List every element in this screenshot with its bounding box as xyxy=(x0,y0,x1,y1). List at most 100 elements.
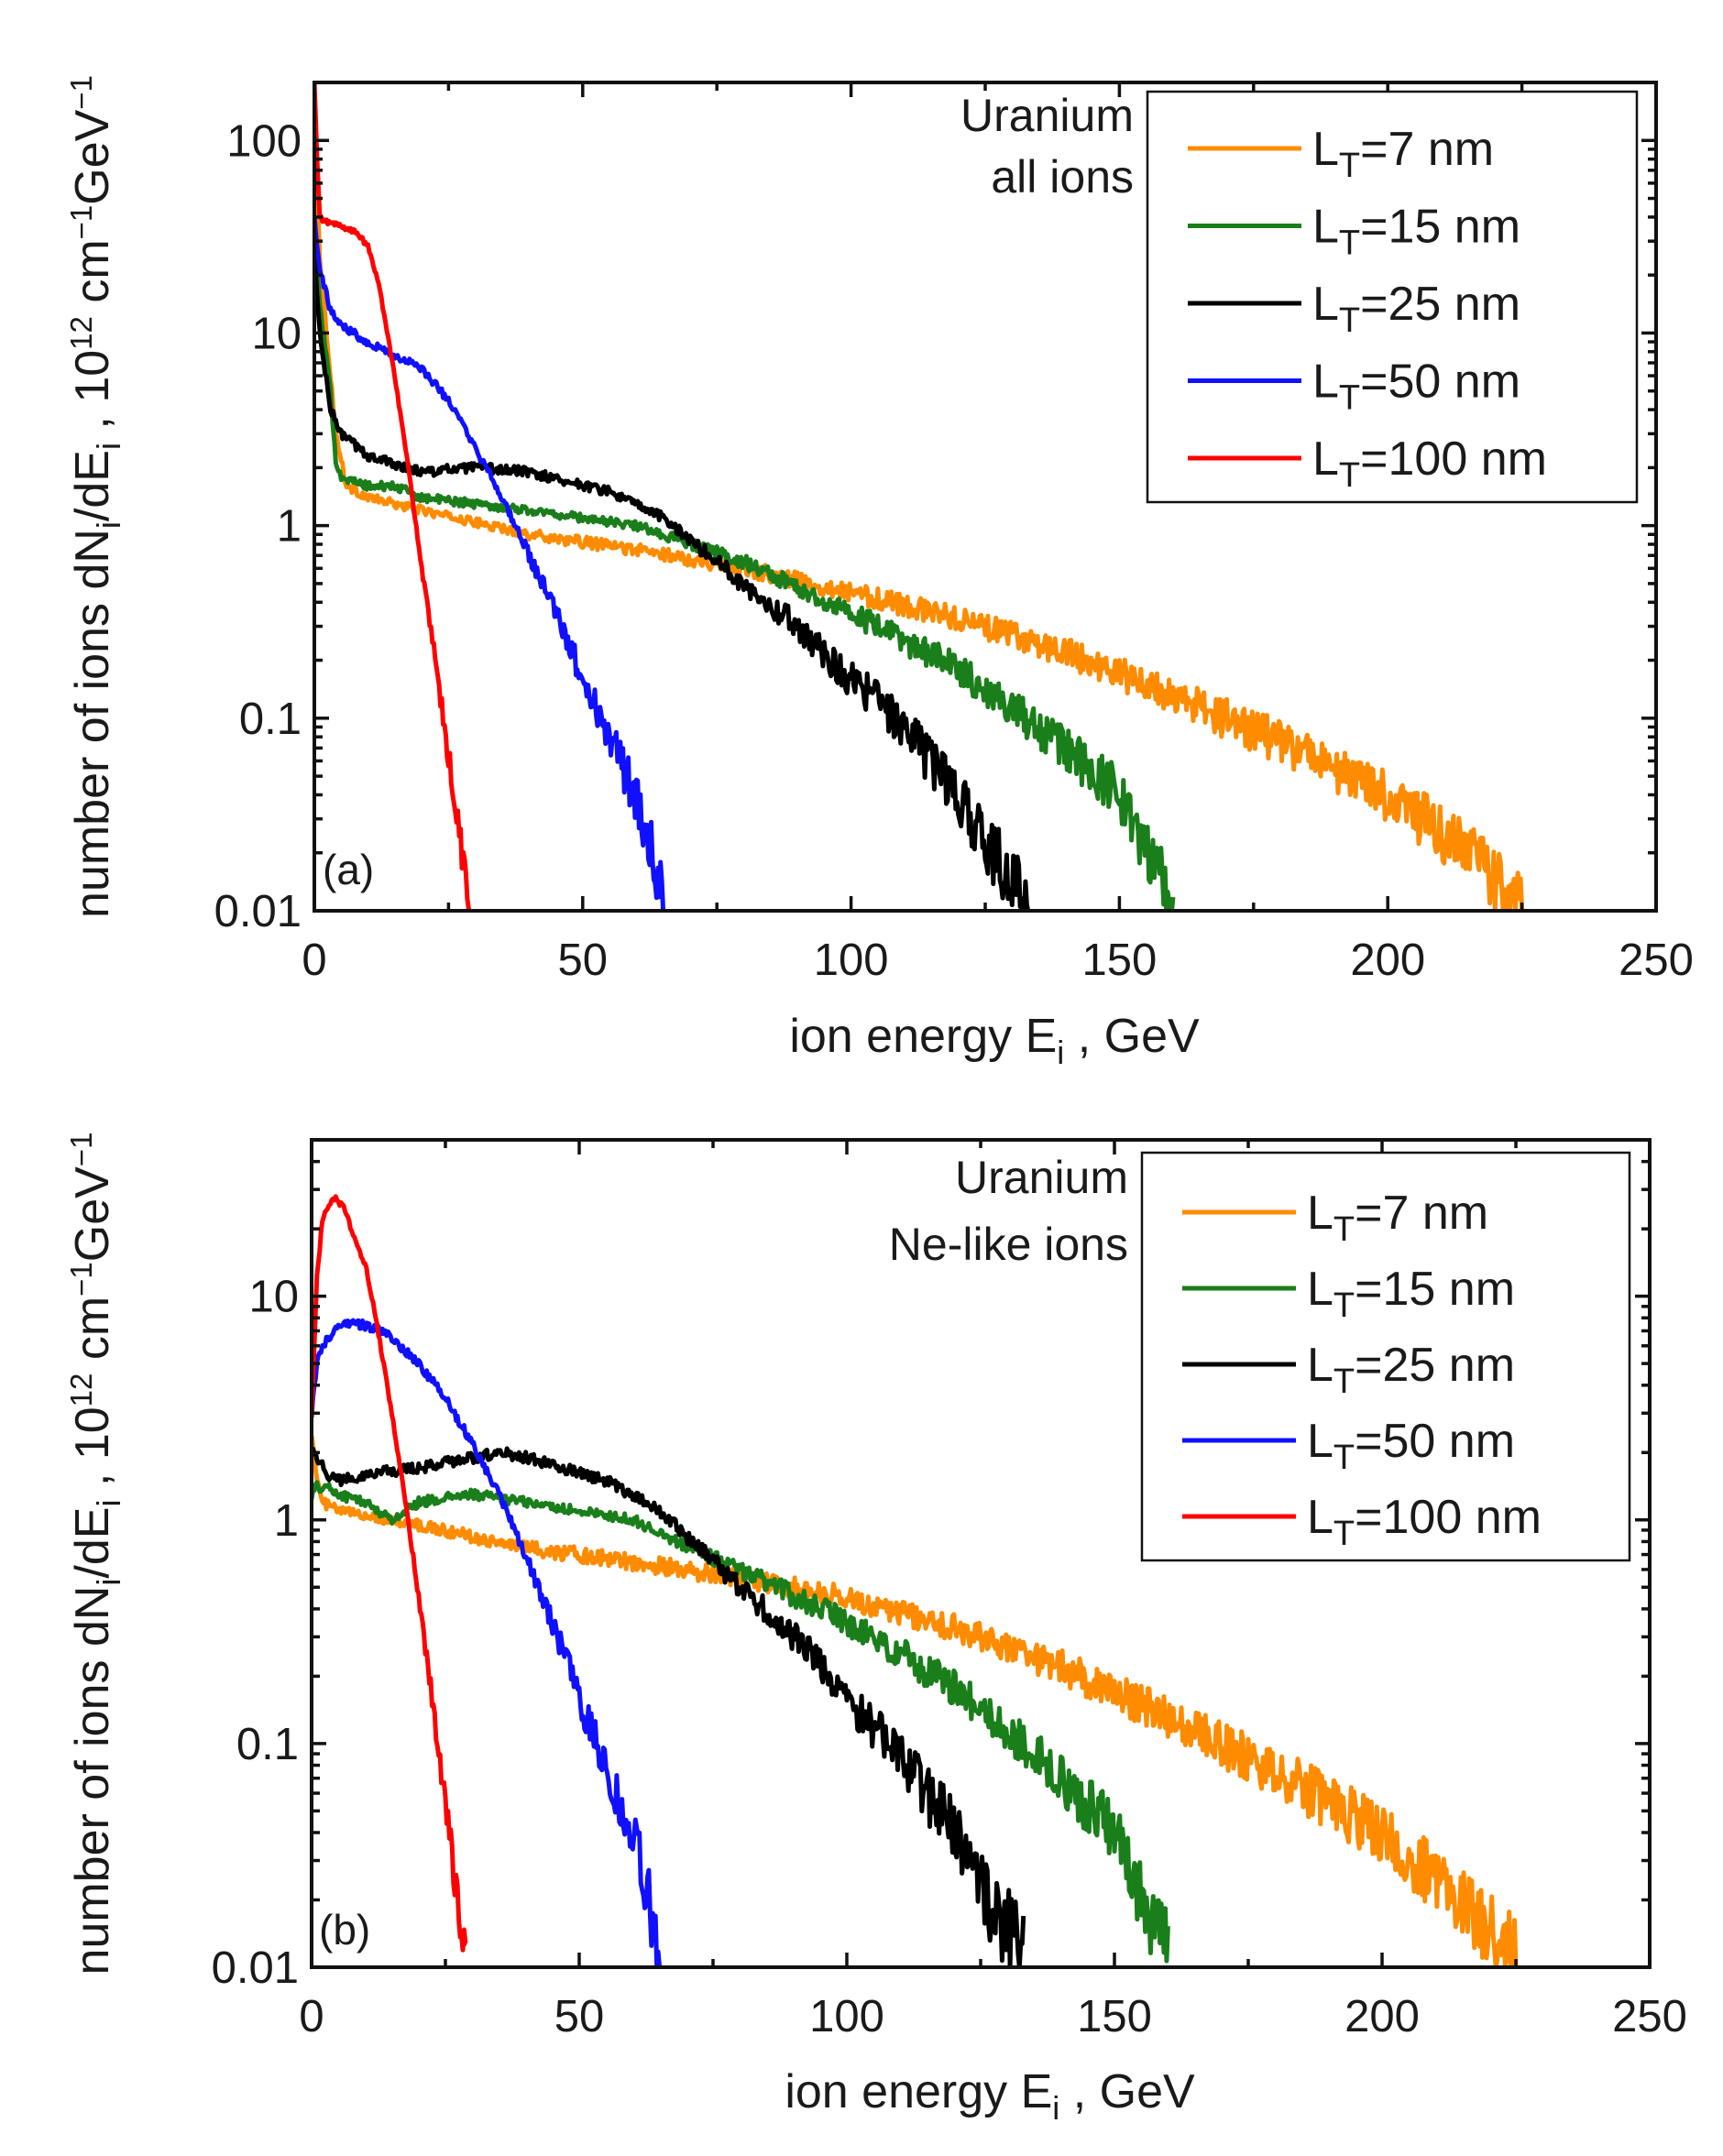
legend-label-value: =100 nm xyxy=(1355,1491,1542,1544)
legend-label-sub: T xyxy=(1333,1363,1355,1401)
annotation-ion-type: all ions xyxy=(991,151,1134,202)
x-axis-ticks xyxy=(310,1140,1652,1967)
series-line-L50 xyxy=(312,1318,663,1967)
series-line-L25 xyxy=(312,1446,1026,1967)
y-title-sub: i xyxy=(90,521,127,529)
x-tick-label: 0 xyxy=(299,1992,324,2041)
annotation-element: Uranium xyxy=(955,1152,1128,1203)
x-tick-label: 150 xyxy=(1077,1992,1152,2041)
legend-label-value: =50 nm xyxy=(1360,356,1520,409)
y-title-part: number of ions dN xyxy=(66,1586,119,1975)
y-tick-label: 1 xyxy=(274,1496,299,1546)
legend-label-L100: LT=100 nm xyxy=(1312,432,1547,495)
legend-label-sub: T xyxy=(1339,379,1360,418)
x-tick-label: 250 xyxy=(1619,936,1694,985)
x-axis-title-sub: i xyxy=(1057,1034,1064,1071)
y-tick-label: 100 xyxy=(226,116,302,166)
y-tick-label: 10 xyxy=(251,309,302,358)
y-title-sup: 12 xyxy=(64,316,98,350)
panel-label: (b) xyxy=(319,1906,370,1954)
legend-label-L7: LT=7 nm xyxy=(1307,1187,1488,1249)
series-line-L15 xyxy=(312,1480,1170,1964)
series-line-L15 xyxy=(314,239,1176,911)
y-title-part: /dE xyxy=(66,1507,119,1579)
series-line-L50 xyxy=(314,215,666,911)
legend-label-L25: LT=25 nm xyxy=(1312,278,1520,340)
panel-label: (a) xyxy=(323,846,374,893)
legend-label-main: L xyxy=(1312,356,1339,409)
legend-label-L15: LT=15 nm xyxy=(1312,201,1520,263)
annotation-element: Uranium xyxy=(960,90,1134,141)
y-title-part: GeV xyxy=(66,109,119,204)
series-group xyxy=(314,82,1525,911)
annotation-ion-type: Ne-like ions xyxy=(889,1219,1128,1270)
x-tick-label: 200 xyxy=(1344,1992,1420,2041)
legend-label-main: L xyxy=(1307,1491,1333,1544)
legend-label-sub: T xyxy=(1333,1286,1355,1325)
y-axis-title: number of ions dNi/dEi , 1012 cm−1GeV−1 xyxy=(64,75,127,918)
legend-label-main: L xyxy=(1307,1339,1333,1392)
x-tick-label: 200 xyxy=(1350,936,1425,985)
legend-label-L7: LT=7 nm xyxy=(1312,123,1494,185)
x-axis-title: ion energy Ei , GeV xyxy=(789,1010,1200,1071)
legend-label-value: =15 nm xyxy=(1355,1263,1515,1316)
legend-label-L100: LT=100 nm xyxy=(1307,1491,1542,1553)
y-tick-label: 10 xyxy=(248,1273,299,1322)
x-tick-label: 0 xyxy=(302,936,326,985)
y-title-part: cm xyxy=(66,239,119,316)
legend-label-main: L xyxy=(1307,1415,1333,1468)
legend-label-main: L xyxy=(1312,278,1339,331)
y-tick-label: 0.01 xyxy=(214,887,302,936)
legend-label-sub: T xyxy=(1333,1210,1355,1249)
panel-a: 0 50 100 150 200 250 0.01 0.1 1 10 100 ion energy E… xyxy=(64,75,1694,1071)
legend-box xyxy=(1140,1151,1631,1562)
y-title-sub: i xyxy=(90,443,127,450)
x-axis-title-unit: , GeV xyxy=(1064,1010,1200,1063)
y-axis-ticks xyxy=(312,1138,1650,1969)
y-title-part: cm xyxy=(66,1297,119,1373)
legend-label-sub: T xyxy=(1333,1515,1355,1553)
y-title-part: GeV xyxy=(66,1166,119,1262)
legend-label-value: =15 nm xyxy=(1360,201,1520,254)
y-title-sup: −1 xyxy=(64,1133,98,1167)
legend-label-main: L xyxy=(1312,201,1339,254)
y-tick-label: 0.1 xyxy=(236,1720,299,1769)
series-line-L25 xyxy=(314,255,1031,911)
legend-label-sub: T xyxy=(1339,301,1360,340)
legend-label-value: =7 nm xyxy=(1355,1187,1488,1240)
y-tick-label: 1 xyxy=(277,502,302,552)
legend-label-L50: LT=50 nm xyxy=(1312,356,1520,418)
y-axis-ticks xyxy=(314,81,1656,913)
series-line-L100 xyxy=(312,1194,468,1953)
x-axis-title-main: ion energy E xyxy=(789,1010,1057,1063)
legend-label-value: =100 nm xyxy=(1360,432,1547,486)
y-title-sup: −1 xyxy=(64,205,98,240)
legend-label-main: L xyxy=(1312,432,1339,486)
x-tick-label: 50 xyxy=(554,1992,605,2041)
x-axis-title: ion energy Ei , GeV xyxy=(785,2065,1195,2127)
x-tick-label: 150 xyxy=(1082,936,1158,985)
y-title-part: /dE xyxy=(66,450,119,521)
y-title-part: , 10 xyxy=(66,350,119,443)
legend-label-value: =50 nm xyxy=(1355,1415,1515,1468)
y-title-sub: i xyxy=(90,1500,127,1507)
legend-label-main: L xyxy=(1307,1263,1333,1316)
legend-label-L50: LT=50 nm xyxy=(1307,1415,1515,1477)
legend-label-sub: T xyxy=(1339,456,1360,495)
y-tick-label: 0.01 xyxy=(212,1943,299,1993)
x-axis-title-unit: , GeV xyxy=(1059,2065,1195,2118)
x-tick-label: 100 xyxy=(814,936,889,985)
x-axis-ticks xyxy=(313,82,1658,911)
legend-label-main: L xyxy=(1312,123,1339,176)
x-tick-label: 50 xyxy=(558,936,609,985)
series-line-L7 xyxy=(314,104,1525,911)
legend-box xyxy=(1146,90,1639,504)
y-title-sub: i xyxy=(90,1579,127,1586)
legend-label-L25: LT=25 nm xyxy=(1307,1339,1515,1401)
series-line-L100 xyxy=(314,82,472,911)
legend-label-value: =7 nm xyxy=(1360,123,1494,176)
